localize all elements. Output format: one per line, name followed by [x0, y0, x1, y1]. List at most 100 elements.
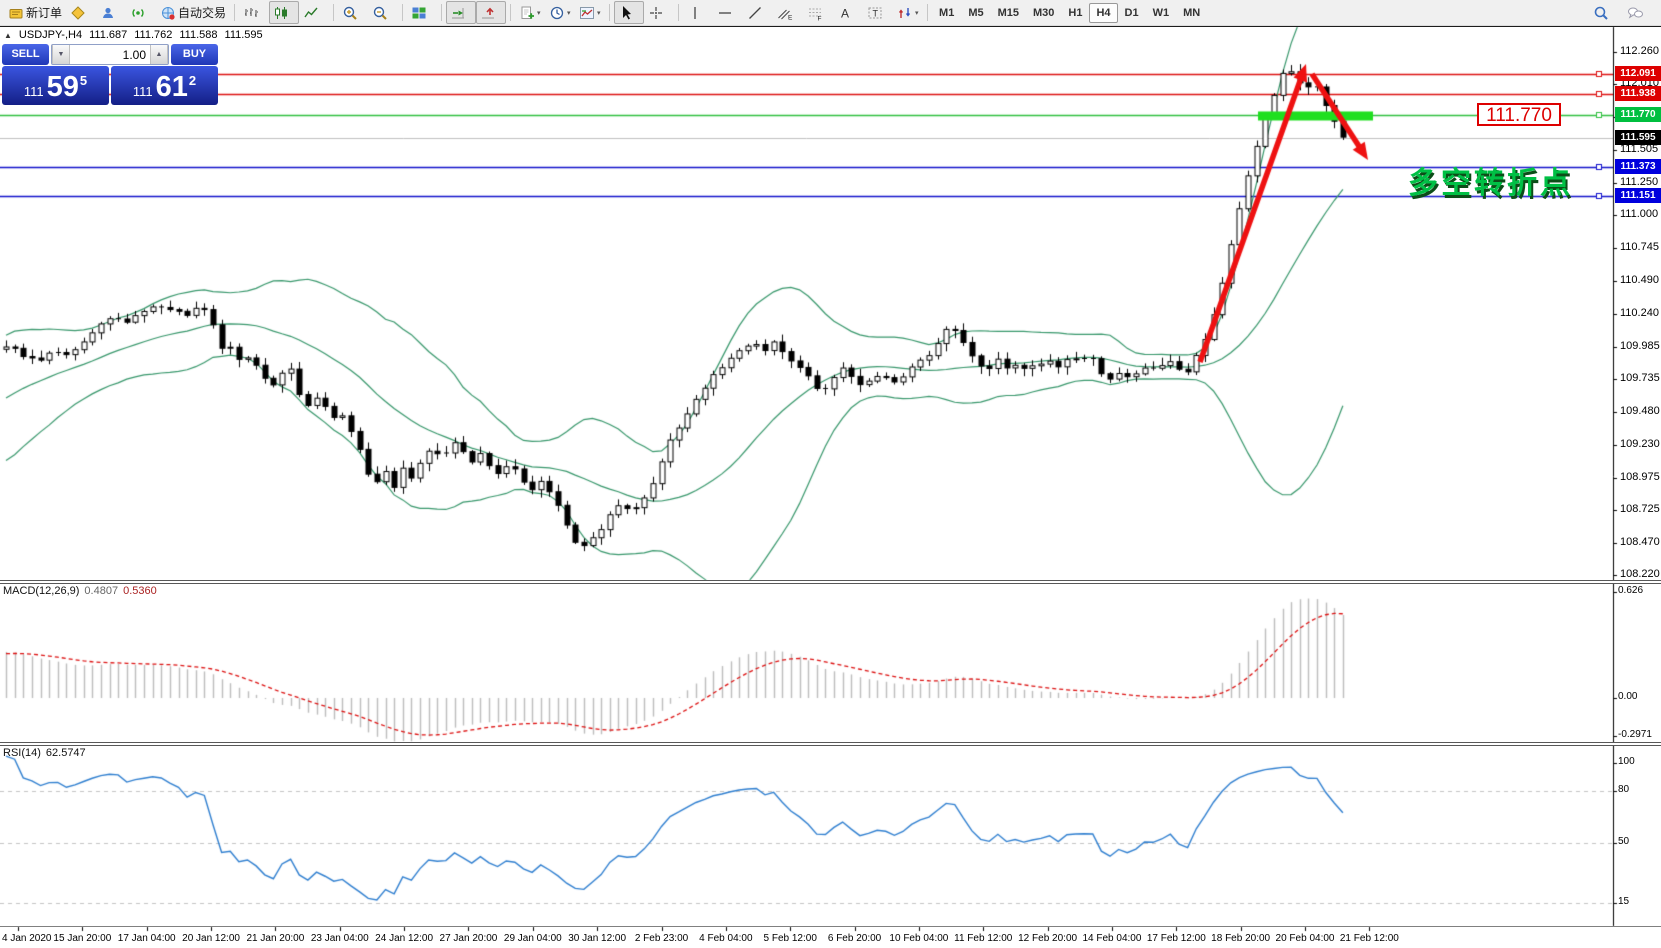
- timeframe-m15-button[interactable]: M15: [997, 6, 1019, 19]
- panel-toggle-icon[interactable]: ▲: [4, 31, 12, 40]
- price-axis-tick-label: 110.240: [1620, 307, 1659, 319]
- macd-signal-value: 0.5360: [123, 585, 157, 597]
- toolbar-separator: [441, 4, 443, 21]
- price-axis-tick-label: 109.735: [1620, 372, 1660, 384]
- info-open: 111.687: [89, 29, 128, 41]
- timeframe-mn-button[interactable]: MN: [1183, 6, 1201, 19]
- toolbar-separator: [333, 4, 335, 21]
- zoom-out-button[interactable]: [368, 1, 398, 24]
- community-button[interactable]: [96, 1, 126, 24]
- market-button[interactable]: [66, 1, 96, 24]
- time-axis-label: 12 Feb 20:00: [1018, 933, 1078, 944]
- timeframe-d1-button[interactable]: D1: [1124, 6, 1139, 19]
- linechart-icon: [304, 7, 318, 17]
- buy-button[interactable]: BUY: [171, 44, 218, 65]
- person-icon: [103, 7, 114, 18]
- time-axis-label: 23 Jan 04:00: [310, 933, 369, 944]
- rsi-axis-label: 50: [1618, 836, 1630, 847]
- trendline-button[interactable]: [743, 1, 773, 24]
- fibonacci-button[interactable]: F: [803, 1, 833, 24]
- bars-icon: [245, 7, 259, 17]
- price-axis-tick-label: 110.490: [1620, 274, 1659, 286]
- indicators-button[interactable]: ▾: [515, 1, 545, 24]
- toolbar: 新订单 自动交易 ▾ ▾ ▾ E F A T ▾ M1 M5 M15 M30 H1 H4 D1 W1 MN: [0, 0, 1661, 26]
- price-axis-tick-label: 111.000: [1620, 208, 1659, 220]
- svg-text:E: E: [788, 14, 793, 21]
- cursor-icon: [623, 5, 632, 19]
- chat-button[interactable]: [1623, 1, 1653, 24]
- sell-button[interactable]: SELL: [2, 44, 49, 65]
- toolbar-separator: [510, 4, 512, 21]
- rsi-axis-label: 100: [1618, 756, 1635, 767]
- time-axis-label: 17 Jan 04:00: [117, 933, 176, 944]
- chart-shift-button[interactable]: [476, 1, 507, 24]
- periods-button[interactable]: ▾: [545, 1, 575, 24]
- auto-scroll-button[interactable]: [446, 1, 477, 24]
- candlestick-chart-button[interactable]: [269, 1, 300, 24]
- time-axis-label: 10 Feb 04:00: [889, 933, 949, 944]
- time-axis-label: 5 Feb 12:00: [763, 933, 817, 944]
- timeframe-m30-button[interactable]: M30: [1033, 6, 1055, 19]
- price-axis-tick-label: 108.470: [1620, 536, 1660, 548]
- volume-decrease-button[interactable]: ▼: [52, 45, 70, 64]
- dropdown-caret-icon: ▾: [915, 9, 919, 17]
- zoomout-icon: [373, 6, 387, 20]
- volume-input[interactable]: [70, 45, 150, 64]
- timeframe-m1-button[interactable]: M1: [939, 6, 955, 19]
- timeframe-m5-button[interactable]: M5: [968, 6, 984, 19]
- toolbar-separator: [927, 4, 929, 21]
- bid-price-pip: 5: [79, 73, 88, 88]
- timeframe-h1-button[interactable]: H1: [1068, 6, 1083, 19]
- crosshair-button[interactable]: [644, 1, 674, 24]
- time-axis-label: 21 Feb 12:00: [1339, 933, 1399, 944]
- autotrading-button[interactable]: 自动交易: [156, 1, 230, 24]
- dropdown-caret-icon: ▾: [537, 9, 541, 17]
- search-button[interactable]: [1589, 1, 1619, 24]
- vline-icon: [694, 6, 696, 19]
- price-level-badge: 111.770: [1615, 107, 1661, 122]
- templates-button[interactable]: ▾: [575, 1, 605, 24]
- price-axis-tick-label: 110.745: [1620, 241, 1659, 253]
- template-icon: [580, 6, 595, 19]
- rsi-panel-divider[interactable]: [0, 742, 1661, 746]
- docplus-icon: [521, 6, 535, 19]
- rsi-axis-label: 15: [1618, 896, 1630, 907]
- rsi-name: RSI(14): [3, 747, 41, 759]
- text-button[interactable]: A: [833, 1, 863, 24]
- timeframe-h4-button[interactable]: H4: [1089, 2, 1118, 23]
- cursor-button[interactable]: [614, 1, 645, 24]
- info-close: 111.595: [224, 29, 263, 41]
- zoomin-icon: [343, 6, 357, 20]
- vertical-line-button[interactable]: [683, 1, 713, 24]
- macd-name: MACD(12,26,9): [3, 585, 80, 597]
- shift-icon: [482, 7, 495, 18]
- labelT-icon: T: [868, 7, 882, 18]
- price-axis-tick-label: 108.975: [1620, 471, 1660, 483]
- info-high: 111.762: [134, 29, 173, 41]
- time-axis-label: 6 Feb 20:00: [827, 933, 882, 944]
- text-label-button[interactable]: T: [863, 1, 893, 24]
- bid-price-display: 111 59 5: [2, 66, 109, 105]
- timeframe-w1-button[interactable]: W1: [1152, 6, 1170, 19]
- textA-icon: A: [841, 6, 849, 20]
- zoom-in-button[interactable]: [338, 1, 368, 24]
- time-axis-label: 17 Feb 12:00: [1146, 933, 1206, 944]
- equidistant-channel-button[interactable]: E: [773, 1, 803, 24]
- time-axis-label: 18 Feb 20:00: [1211, 933, 1271, 944]
- line-chart-button[interactable]: [299, 1, 329, 24]
- new-order-button[interactable]: 新订单: [4, 1, 66, 24]
- dropdown-caret-icon: ▾: [567, 9, 571, 17]
- arrows-objects-button[interactable]: ▾: [893, 1, 923, 24]
- price-level-badge: 112.091: [1615, 66, 1661, 81]
- time-axis-label: 24 Jan 12:00: [375, 933, 434, 944]
- bar-chart-button[interactable]: [239, 1, 269, 24]
- svg-text:A: A: [841, 6, 849, 20]
- signals-button[interactable]: [126, 1, 156, 24]
- tile-windows-button[interactable]: [407, 1, 437, 24]
- horizontal-line-button[interactable]: [713, 1, 743, 24]
- price-axis-tick-label: 108.220: [1620, 568, 1660, 580]
- volume-increase-button[interactable]: ▲: [150, 45, 168, 64]
- macd-panel-divider[interactable]: [0, 580, 1661, 584]
- fibo-icon: F: [809, 8, 822, 21]
